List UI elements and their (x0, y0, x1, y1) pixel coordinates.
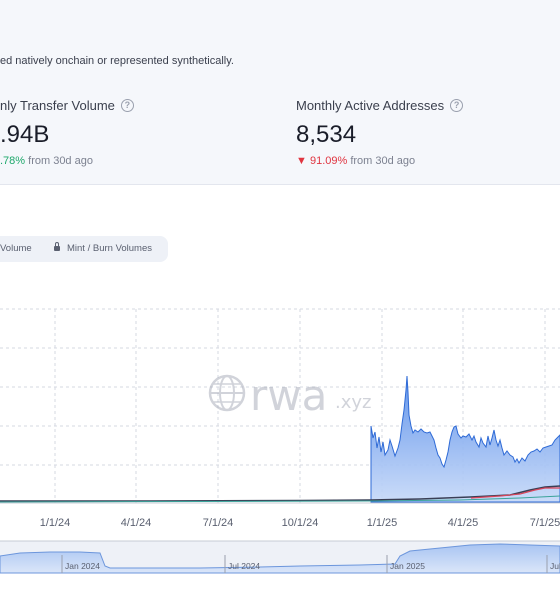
secondary-series-line (0, 485, 560, 502)
x-tick-label: 1/1/24 (40, 517, 71, 529)
watermark-suffix: .xyz (335, 392, 371, 413)
x-tick-label: 4/1/24 (121, 517, 152, 529)
stat-label: nly Transfer Volume ? (0, 98, 134, 113)
navigator-labels: Jan 2024 Jul 2024 Jan 2025 Jul (65, 561, 560, 571)
x-axis-ticks: 1/1/24 4/1/24 7/1/24 10/1/24 1/1/25 4/1/… (40, 517, 560, 529)
watermark-brand: rwa (250, 371, 327, 420)
stat-change: ▼ 91.09% from 30d ago (296, 155, 463, 167)
change-suffix: from 30d ago (350, 155, 416, 167)
help-icon[interactable]: ? (450, 99, 464, 112)
stats-panel: ed natively onchain or represented synth… (0, 0, 560, 185)
transfer-volume-area (370, 375, 560, 503)
rwa-watermark: rwa .xyz (208, 371, 371, 420)
navigator-ticks (61, 555, 548, 573)
stat-transfer-volume: nly Transfer Volume ? .94B .78% from 30d… (0, 98, 134, 167)
toggle-volume[interactable]: Volume (0, 243, 32, 254)
chart-view-toggle: Volume Mint / Burn Volumes (0, 236, 168, 262)
nav-tick-label: Jul 2024 (228, 561, 260, 571)
lock-icon (54, 242, 60, 251)
down-arrow-icon: ▼ (296, 155, 307, 167)
change-suffix: from 30d ago (28, 155, 93, 167)
globe-meridian (219, 375, 235, 411)
x-tick-label: 7/1/25 (530, 517, 560, 529)
nav-tick-label: Jan 2024 (65, 561, 100, 571)
teal-series-line (0, 495, 560, 503)
stat-label-text: Monthly Active Addresses (296, 98, 445, 113)
v-grid (54, 309, 546, 503)
range-navigator[interactable]: Jan 2024 Jul 2024 Jan 2025 Jul (0, 540, 560, 574)
toggle-mint-burn-label: Mint / Burn Volumes (67, 243, 153, 254)
x-tick-label: 4/1/25 (448, 517, 479, 529)
nav-tick-label: Jan 2025 (390, 561, 425, 571)
stat-active-addresses: Monthly Active Addresses ? 8,534 ▼ 91.09… (296, 98, 464, 167)
stat-label: Monthly Active Addresses ? (296, 98, 464, 113)
page-description: ed natively onchain or represented synth… (0, 55, 234, 67)
x-tick-label: 7/1/24 (203, 517, 234, 529)
toggle-mint-burn[interactable]: Mint / Burn Volumes (54, 242, 153, 254)
stat-change: .78% from 30d ago (0, 155, 134, 167)
help-icon[interactable]: ? (120, 99, 134, 112)
stat-label-text: nly Transfer Volume (0, 98, 115, 113)
nav-tick-label: Jul (550, 561, 560, 571)
tertiary-series-line (470, 487, 560, 499)
stat-value: 8,534 (296, 121, 357, 148)
globe-icon (208, 374, 246, 412)
stat-value: .94B (0, 121, 50, 148)
navigator-area (0, 543, 560, 574)
change-percent: 91.09% (309, 155, 348, 167)
x-tick-label: 10/1/24 (282, 517, 319, 529)
x-tick-label: 1/1/25 (367, 517, 398, 529)
change-percent: .78% (0, 155, 26, 167)
